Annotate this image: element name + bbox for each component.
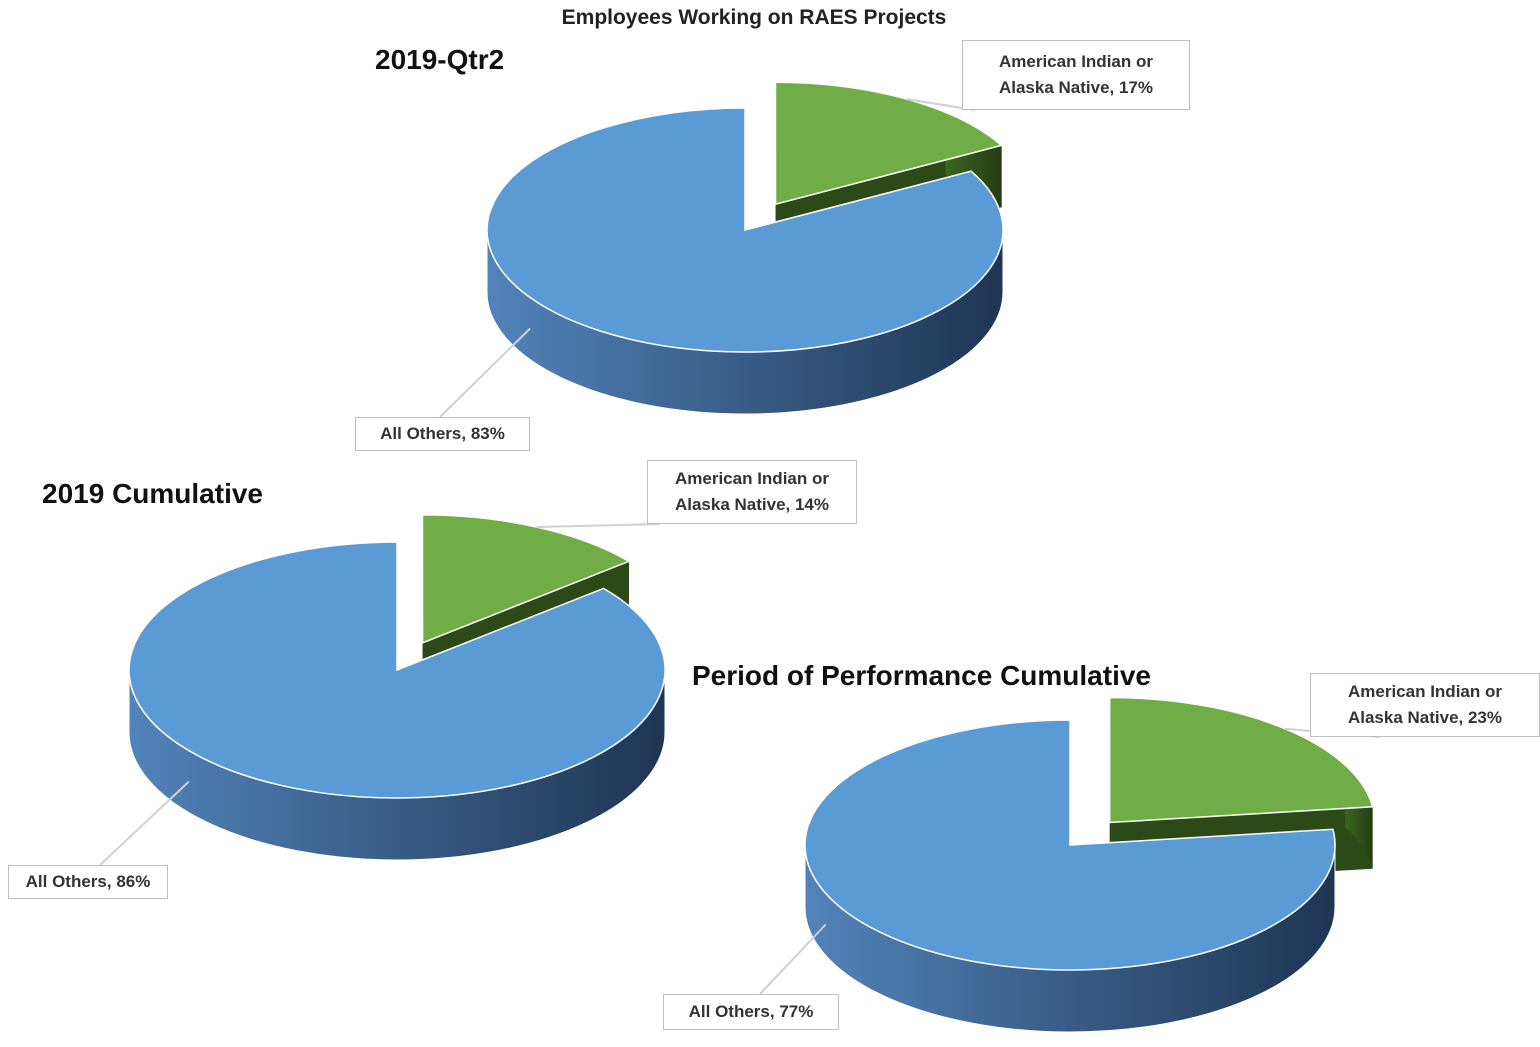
leader-line xyxy=(99,780,190,866)
slice xyxy=(774,81,1004,206)
data-label: All Others, 83% xyxy=(355,417,530,451)
pie xyxy=(439,81,1004,418)
leader-line xyxy=(759,923,827,995)
pie-title: 2019 Cumulative xyxy=(42,478,263,509)
pie-title: Period of Performance Cumulative xyxy=(692,660,1152,691)
page-title: Employees Working on RAES Projects xyxy=(561,6,947,29)
data-label: All Others, 86% xyxy=(8,865,168,899)
data-label: American Indian or Alaska Native, 17% xyxy=(962,40,1190,110)
data-label: All Others, 77% xyxy=(663,994,839,1030)
pie xyxy=(99,514,666,866)
pie-title: 2019-Qtr2 xyxy=(375,44,505,75)
leader-line xyxy=(536,523,661,528)
slice xyxy=(486,107,1004,353)
slice xyxy=(421,514,631,644)
slice xyxy=(1108,696,1374,824)
leader-line xyxy=(439,327,531,418)
pie xyxy=(759,696,1381,1033)
data-label: American Indian or Alaska Native, 14% xyxy=(647,460,857,524)
slice xyxy=(804,719,1336,971)
data-label: American Indian or Alaska Native, 23% xyxy=(1310,673,1540,737)
slice xyxy=(128,541,666,799)
